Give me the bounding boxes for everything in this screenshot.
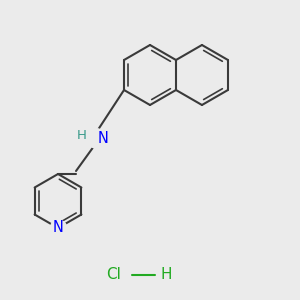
Text: Cl: Cl (106, 267, 122, 282)
Text: N: N (98, 130, 109, 146)
Text: N: N (52, 220, 64, 236)
Text: H: H (161, 267, 172, 282)
Text: H: H (77, 128, 87, 142)
